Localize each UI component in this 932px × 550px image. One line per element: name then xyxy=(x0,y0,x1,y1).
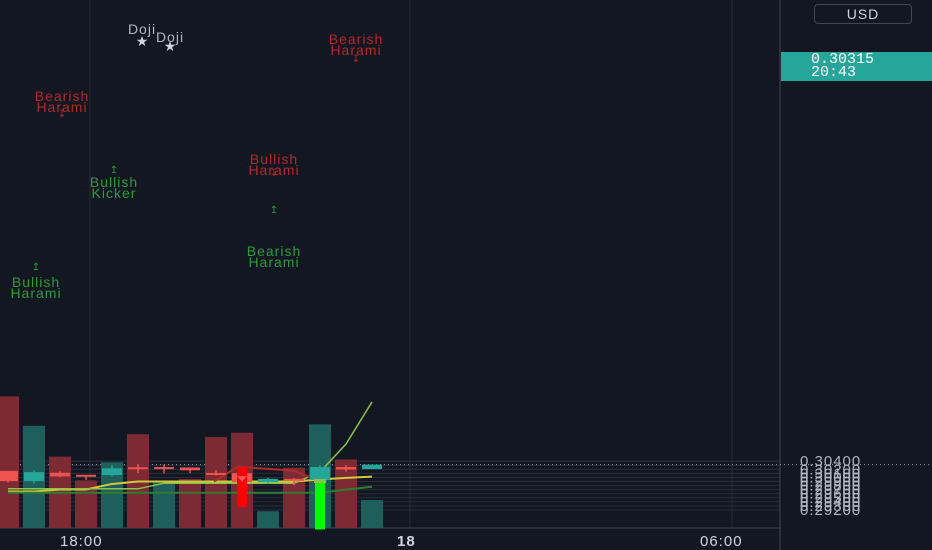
candle xyxy=(180,467,200,474)
pattern-label-text: Bullish xyxy=(90,174,138,190)
candle-body xyxy=(24,472,44,482)
candle xyxy=(336,465,356,472)
volume-bar xyxy=(361,500,383,528)
pattern-label-text: Bearish xyxy=(247,243,301,259)
candle-body xyxy=(310,467,330,480)
pattern-label-text: Bullish xyxy=(12,274,60,290)
price-tick-label: 0.29700 xyxy=(800,482,861,499)
price-tick-label: 0.29200 xyxy=(800,502,861,519)
volume-bar xyxy=(257,511,279,528)
down-tick-icon: ↧ xyxy=(58,109,66,120)
price-tick-label: 0.29400 xyxy=(800,494,861,511)
buy-signal-bar xyxy=(315,479,325,530)
pattern-label-text: Harami xyxy=(10,285,61,301)
volume-bar xyxy=(335,459,357,528)
up-tick-icon: ↥ xyxy=(32,262,40,273)
candle-body xyxy=(76,474,96,477)
signal-markers xyxy=(237,467,326,530)
up-tick-icon: ↥ xyxy=(270,205,278,216)
candle-body xyxy=(258,478,278,483)
candle xyxy=(102,465,122,477)
time-axis[interactable]: 18:00 18 06:00 xyxy=(60,533,743,550)
current-price-badge: 0.30315 xyxy=(781,52,932,68)
price-tick-label: 0.30100 xyxy=(800,465,861,482)
volume-bar xyxy=(101,462,123,528)
pattern-label-text: Bearish xyxy=(329,31,383,47)
countdown-badge: 20:43 xyxy=(781,65,932,81)
candle-body xyxy=(284,478,304,481)
pattern-label-text: Doji xyxy=(128,21,156,37)
price-tick-label: 0.29600 xyxy=(800,486,861,503)
star-icon: ★ xyxy=(136,33,149,49)
pattern-label-text: Bullish xyxy=(250,151,298,167)
currency-label[interactable]: USD xyxy=(814,4,912,24)
candle xyxy=(258,477,278,484)
candle xyxy=(50,471,70,478)
candle-body xyxy=(206,472,226,475)
candle xyxy=(206,469,226,476)
down-tick-icon: ↧ xyxy=(270,168,278,179)
time-tick-label: 06:00 xyxy=(700,533,743,550)
price-tick-label: 0.30000 xyxy=(800,469,861,486)
volume-bar xyxy=(283,467,305,528)
time-tick-label: 18:00 xyxy=(60,533,103,550)
pattern-label-text: Harami xyxy=(36,99,87,115)
star-icon: ★ xyxy=(164,38,177,54)
candle-body xyxy=(50,472,70,477)
pattern-label-doji: Doji★ xyxy=(128,21,156,49)
price-axis[interactable]: 0.304000.302000.301000.300000.299000.298… xyxy=(800,453,861,519)
pattern-label-text: Harami xyxy=(248,254,299,270)
pattern-label-text: Kicker xyxy=(92,185,137,201)
pattern-label-text: Harami xyxy=(248,162,299,178)
candle xyxy=(24,470,44,484)
green-indicator-line xyxy=(8,485,373,494)
volume-bar xyxy=(153,481,175,528)
price-tick-label: 0.29900 xyxy=(800,474,861,491)
price-tick-label: 0.29500 xyxy=(800,490,861,507)
candle xyxy=(362,464,382,470)
candle-body xyxy=(180,467,200,471)
pattern-label-doji: Doji★ xyxy=(156,29,184,54)
candle xyxy=(284,478,304,486)
pattern-labels: BullishHarami↥BearishHarami↧BullishKicke… xyxy=(10,21,383,301)
down-arrow-icon xyxy=(237,476,247,482)
volume-bar xyxy=(179,479,201,528)
sell-signal-bar xyxy=(237,467,247,508)
price-tick-label: 0.30200 xyxy=(800,461,861,478)
pattern-label-text: Bearish xyxy=(35,88,89,104)
price-tick-label: 0.30400 xyxy=(800,453,861,470)
candle xyxy=(128,464,148,474)
candle-body xyxy=(0,470,18,482)
candle xyxy=(76,474,96,480)
volume-bar xyxy=(0,396,19,528)
candle xyxy=(154,464,174,474)
candle-body xyxy=(336,467,356,470)
price-tick-label: 0.29300 xyxy=(800,498,861,515)
pattern-label-text: Harami xyxy=(330,42,381,58)
volume-histogram xyxy=(0,396,383,528)
candle-body xyxy=(362,464,382,470)
up-tick-icon: ↥ xyxy=(110,165,118,176)
flat-signal-icon xyxy=(314,479,326,483)
candle-body xyxy=(102,468,122,475)
candle xyxy=(0,470,18,483)
time-tick-label: 18 xyxy=(397,533,416,550)
down-tick-icon: ↧ xyxy=(352,54,360,65)
candle xyxy=(310,465,330,481)
pattern-label-text: Doji xyxy=(156,29,184,45)
price-tick-label: 0.29800 xyxy=(800,478,861,495)
